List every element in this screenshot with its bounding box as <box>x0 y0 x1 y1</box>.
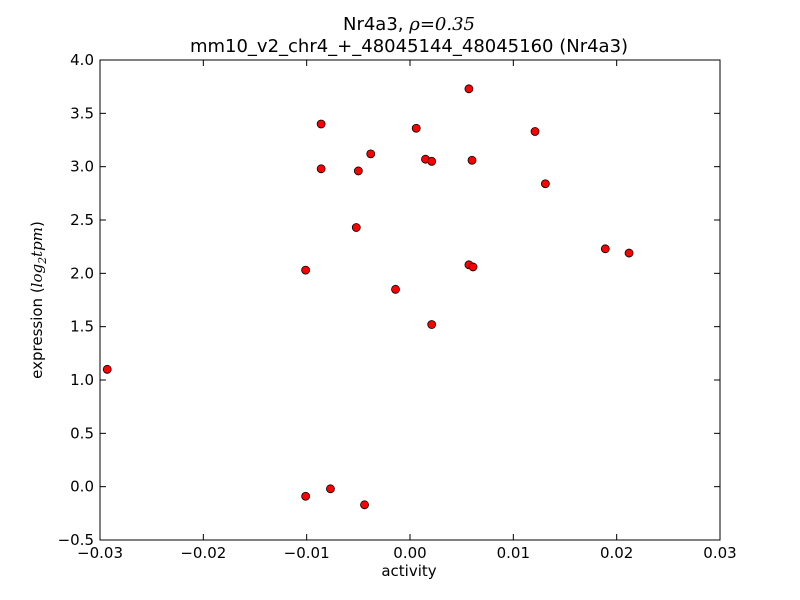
data-point <box>102 364 112 374</box>
y-tick-label: 0.0 <box>70 478 94 496</box>
data-point <box>326 484 335 494</box>
y-axis-ticks: −0.5 0.0 0.5 1.0 1.5 2.0 2.5 3.0 3.5 4.0 <box>58 51 720 549</box>
data-point <box>467 155 477 165</box>
y-axis-label: expression (log2tpm) <box>28 221 49 379</box>
x-tick-label: −0.03 <box>77 544 123 562</box>
data-point <box>427 156 437 166</box>
data-point <box>353 166 363 176</box>
data-point <box>301 491 311 501</box>
data-point <box>427 320 437 329</box>
data-point <box>316 164 326 174</box>
y-tick-label: 0.5 <box>70 424 94 442</box>
y-tick-label: 1.5 <box>70 318 94 336</box>
x-tick-label: 0.03 <box>703 544 736 562</box>
x-tick-label: −0.01 <box>284 544 330 562</box>
data-point <box>391 284 400 294</box>
plot-frame <box>99 59 721 541</box>
chart-title-rho-value: =0.35 <box>420 14 475 35</box>
x-tick-label: 0.00 <box>393 544 426 562</box>
y-tick-label: 3.5 <box>70 104 94 122</box>
chart-subtitle: mm10_v2_chr4_+_48045144_48045160 (Nr4a3) <box>190 36 628 57</box>
plot-area <box>100 60 720 540</box>
y-tick-label: 1.0 <box>70 371 94 389</box>
y-tick-label: 2.0 <box>70 264 94 282</box>
data-point <box>316 119 326 129</box>
data-point <box>411 123 421 133</box>
y-tick-label: 2.5 <box>70 211 94 229</box>
data-point <box>360 500 369 510</box>
x-tick-label: 0.02 <box>600 544 633 562</box>
data-point <box>301 265 311 275</box>
x-tick-label: −0.02 <box>180 544 226 562</box>
data-point <box>540 179 550 189</box>
y-axis-label-suffix: ) <box>28 221 46 227</box>
x-axis-label: activity <box>381 562 436 580</box>
y-tick-label: 3.0 <box>70 158 94 176</box>
data-point <box>366 149 376 159</box>
data-point <box>600 244 610 254</box>
data-point <box>624 248 634 258</box>
data-point <box>351 223 361 232</box>
data-point <box>530 127 540 136</box>
chart-title-rho-symbol: ρ <box>408 14 420 35</box>
data-points <box>102 84 634 510</box>
x-tick-label: 0.01 <box>497 544 530 562</box>
chart-title: Nr4a3, ρ=0.35 <box>343 14 475 35</box>
y-tick-label: −0.5 <box>58 531 94 549</box>
x-axis-ticks: −0.03 −0.02 −0.01 0.00 0.01 0.02 0.03 <box>77 60 737 562</box>
y-axis-label-log: log <box>28 264 46 287</box>
y-axis-label-unit: tpm <box>28 227 46 257</box>
y-tick-label: 4.0 <box>70 51 94 69</box>
y-axis-label-log-subscript: 2 <box>36 257 49 265</box>
data-point <box>468 262 478 272</box>
chart-title-prefix: Nr4a3, <box>343 14 409 35</box>
y-axis-label-prefix: expression ( <box>28 287 46 379</box>
data-point <box>464 84 474 94</box>
